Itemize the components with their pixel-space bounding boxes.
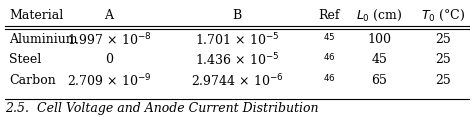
Text: 25: 25 [435,74,451,87]
Text: $^{45}$: $^{45}$ [323,33,336,46]
Text: 25: 25 [435,33,451,46]
Text: 1.997 × 10$^{-8}$: 1.997 × 10$^{-8}$ [67,31,151,48]
Text: 2.9744 × 10$^{-6}$: 2.9744 × 10$^{-6}$ [191,72,283,89]
Text: Ref: Ref [319,9,340,22]
Text: $T_0$ (°C): $T_0$ (°C) [421,8,465,23]
Text: 0: 0 [105,53,113,66]
Text: 1.436 × 10$^{-5}$: 1.436 × 10$^{-5}$ [195,51,279,68]
Text: 45: 45 [371,53,387,66]
Text: $^{46}$: $^{46}$ [323,53,336,66]
Text: Material: Material [9,9,64,22]
Text: Steel: Steel [9,53,42,66]
Text: Carbon: Carbon [9,74,56,87]
Text: 1.701 × 10$^{-5}$: 1.701 × 10$^{-5}$ [195,31,279,48]
Text: $^{46}$: $^{46}$ [323,74,336,87]
Text: A: A [105,9,113,22]
Text: $L_0$ (cm): $L_0$ (cm) [356,8,402,23]
Text: 2.5.  Cell Voltage and Anode Current Distribution: 2.5. Cell Voltage and Anode Current Dist… [5,102,318,115]
Text: 25: 25 [435,53,451,66]
Text: 100: 100 [367,33,391,46]
Text: 65: 65 [371,74,387,87]
Text: Aluminium: Aluminium [9,33,78,46]
Text: B: B [232,9,242,22]
Text: 2.709 × 10$^{-9}$: 2.709 × 10$^{-9}$ [67,72,151,89]
